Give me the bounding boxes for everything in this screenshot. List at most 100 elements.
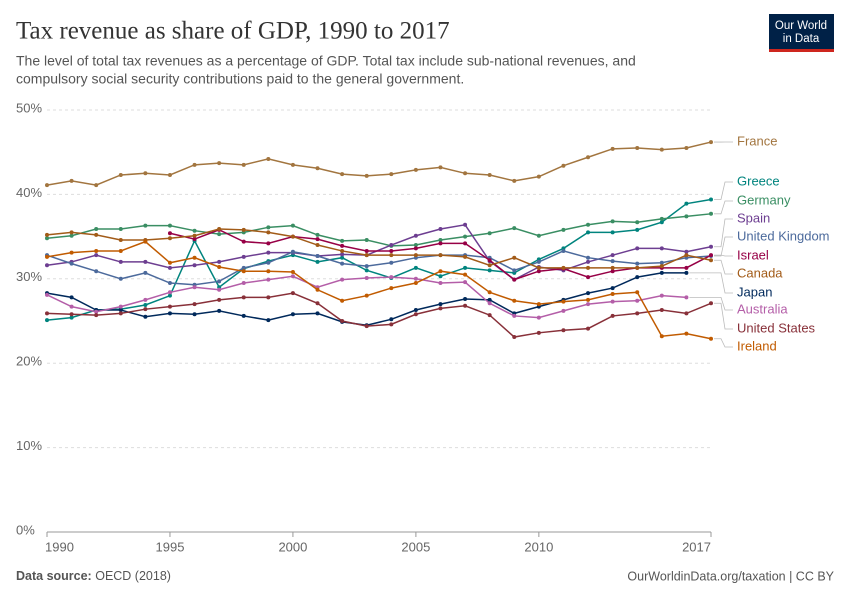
logo-text: in Data [783, 33, 820, 45]
data-point [266, 269, 271, 274]
data-point [659, 260, 664, 265]
data-point [45, 183, 49, 188]
data-point [69, 233, 74, 238]
data-point [610, 265, 615, 270]
data-point [217, 227, 222, 232]
data-point [364, 173, 369, 178]
data-point [241, 254, 246, 259]
data-point [413, 308, 418, 313]
data-point [586, 291, 591, 296]
data-point [241, 295, 246, 300]
legend-label: Greece [737, 173, 780, 188]
series-line [46, 240, 712, 340]
data-point [561, 328, 566, 333]
data-point [143, 302, 148, 307]
data-point [118, 259, 123, 264]
data-point [610, 230, 615, 235]
y-tick-label: 10% [16, 438, 42, 453]
data-point [315, 254, 320, 259]
data-point [438, 241, 443, 246]
data-point [266, 156, 271, 161]
data-point [192, 263, 197, 268]
data-point [487, 258, 492, 263]
data-point [463, 171, 468, 176]
data-point [413, 167, 418, 172]
data-point [364, 237, 369, 242]
data-point [45, 236, 49, 241]
data-point [290, 249, 295, 254]
x-tick-label: 1990 [45, 539, 74, 554]
data-point [536, 315, 541, 320]
data-point [512, 226, 517, 231]
url[interactable]: OurWorldinData.org/taxation | CC BY [627, 569, 834, 583]
data-point [413, 243, 418, 248]
series-line [46, 213, 712, 247]
label-leader [689, 272, 733, 294]
data-point [241, 162, 246, 167]
y-tick-label: 0% [16, 522, 35, 537]
data-point [487, 301, 492, 306]
x-tick-label: 1995 [156, 539, 185, 554]
data-point [635, 311, 640, 316]
data-point [290, 223, 295, 228]
data-point [364, 248, 369, 253]
data-point [143, 270, 148, 275]
data-point [364, 275, 369, 280]
data-point [241, 269, 246, 274]
data-point [610, 253, 615, 258]
source: Data source: OECD (2018) [16, 569, 171, 583]
data-point [241, 227, 246, 232]
data-point [684, 270, 689, 275]
data-point [389, 253, 394, 258]
data-point [69, 261, 74, 266]
data-point [487, 290, 492, 295]
data-point [487, 231, 492, 236]
data-point [389, 286, 394, 291]
data-point [143, 297, 148, 302]
label-leader [689, 296, 733, 311]
data-point [684, 253, 689, 258]
data-point [340, 277, 345, 282]
data-point [340, 243, 345, 248]
data-point [315, 259, 320, 264]
data-point [266, 225, 271, 230]
data-point [217, 297, 222, 302]
data-point [94, 313, 99, 318]
series-line [46, 223, 712, 281]
data-point [167, 311, 172, 316]
data-point [94, 269, 99, 274]
data-point [167, 231, 172, 236]
data-point [340, 298, 345, 303]
data-point [487, 172, 492, 177]
legend-label: Japan [737, 284, 772, 299]
legend-label: Germany [737, 192, 791, 207]
data-point [610, 286, 615, 291]
data-point [118, 227, 123, 232]
data-point [709, 211, 713, 216]
source-text: OECD (2018) [95, 569, 171, 583]
data-point [94, 183, 99, 188]
data-point [290, 234, 295, 239]
legend-label: United Kingdom [737, 228, 830, 243]
data-point [192, 233, 197, 238]
data-point [143, 171, 148, 176]
data-point [536, 233, 541, 238]
legend-label: Australia [737, 301, 788, 316]
data-point [389, 317, 394, 322]
data-point [290, 274, 295, 279]
data-point [389, 248, 394, 253]
subtitle: The level of total tax revenues as a per… [16, 53, 636, 69]
data-point [364, 293, 369, 298]
data-point [315, 237, 320, 242]
chart-title: Tax revenue as share of GDP, 1990 to 201… [16, 18, 450, 45]
data-point [389, 172, 394, 177]
data-point [69, 295, 74, 300]
data-point [463, 272, 468, 277]
data-point [118, 308, 123, 313]
data-point [709, 258, 713, 263]
logo[interactable] [769, 14, 834, 52]
label-leader [714, 254, 733, 257]
data-point [118, 237, 123, 242]
data-point [463, 297, 468, 302]
subtitle: compulsory social security contributions… [16, 71, 464, 87]
